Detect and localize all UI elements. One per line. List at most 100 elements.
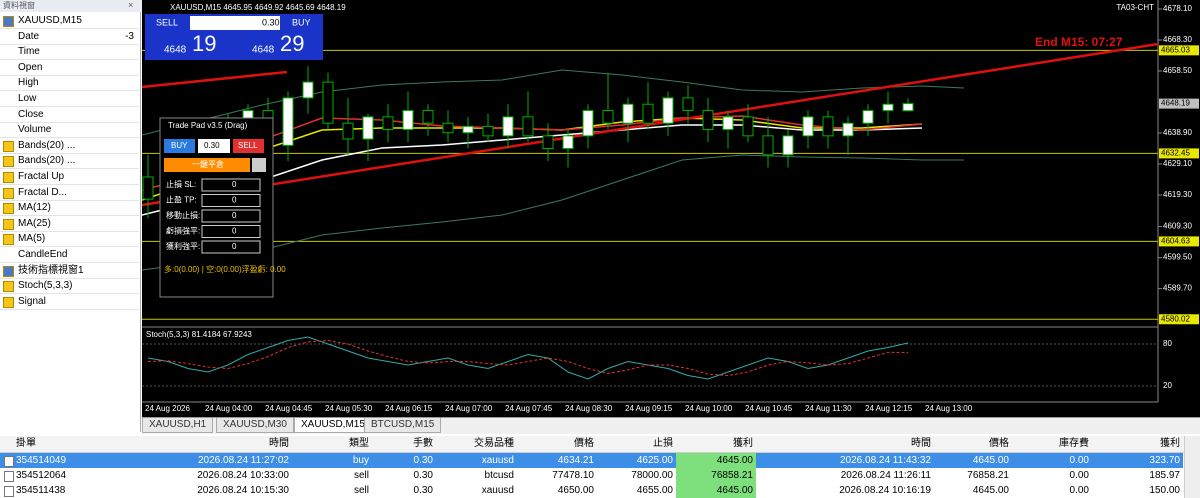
icon bbox=[3, 281, 14, 293]
pad-buy bbox=[164, 139, 195, 153]
cell: 354511438 bbox=[16, 485, 66, 496]
cell: 4625.00 bbox=[636, 455, 673, 466]
lots-box bbox=[190, 16, 280, 30]
brand: TA03-CHT bbox=[1116, 3, 1154, 12]
label: Stoch(5,3,3) bbox=[18, 280, 73, 292]
row-icon bbox=[4, 456, 14, 467]
pad-lots bbox=[198, 139, 230, 153]
label: Low bbox=[18, 93, 37, 104]
label: CandleEnd bbox=[18, 249, 68, 260]
sell-button: SELL bbox=[156, 17, 178, 27]
candle-body bbox=[522, 116, 534, 137]
cell: 150.00 bbox=[1149, 485, 1180, 496]
cell: 4645.00 bbox=[676, 483, 756, 498]
cell: 0.00 bbox=[1069, 485, 1089, 496]
column-header: 時間 bbox=[269, 438, 289, 449]
x-tick-label: 24 Aug 2026 bbox=[145, 404, 190, 413]
cell: 0.00 bbox=[1069, 470, 1089, 481]
label: MA(12) bbox=[18, 202, 51, 214]
cell: xauusd bbox=[481, 485, 514, 496]
candle-body bbox=[682, 97, 694, 112]
y-tick-label: 4629.10 bbox=[1163, 159, 1192, 168]
value: -3 bbox=[125, 30, 134, 42]
label: Bands(20) ... bbox=[18, 155, 76, 167]
column-header: 價格 bbox=[989, 438, 1009, 449]
tab[interactable]: XAUUSD,M15 bbox=[294, 418, 372, 433]
current-tag bbox=[1159, 98, 1199, 109]
order-row[interactable] bbox=[0, 453, 1183, 468]
label: Volume bbox=[18, 124, 52, 136]
candle-body bbox=[542, 135, 554, 149]
x-tick-label: 24 Aug 10:45 bbox=[745, 404, 793, 413]
candle-body bbox=[902, 103, 914, 112]
pad-field-box bbox=[201, 194, 261, 207]
x-tick-label: 24 Aug 12:15 bbox=[865, 404, 913, 413]
label: Fractal Up bbox=[18, 171, 65, 182]
candle-body bbox=[362, 116, 374, 140]
y-tick-label: 4609.30 bbox=[1163, 222, 1192, 231]
cell: xauusd bbox=[481, 455, 514, 466]
cell: 4650.00 bbox=[557, 485, 594, 496]
column-header: 獲利 bbox=[733, 438, 753, 449]
column-header: 類型 bbox=[349, 438, 369, 449]
candle-body bbox=[802, 116, 814, 137]
cell: 0.30 bbox=[413, 485, 433, 496]
pad-toggle bbox=[252, 158, 266, 172]
candle-body bbox=[142, 176, 154, 200]
tab[interactable]: BTCUSD,M15 bbox=[364, 418, 442, 433]
pad-field-box bbox=[201, 209, 261, 223]
candle-body bbox=[742, 116, 754, 137]
cell: 4655.00 bbox=[636, 485, 673, 496]
panel-title: 資料視窗 bbox=[0, 0, 142, 12]
tab[interactable]: XAUUSD,H1 bbox=[142, 418, 214, 433]
indicator-row: MA(5) bbox=[0, 231, 139, 248]
field-row: Low bbox=[0, 91, 139, 107]
subwindow-row: 技術指標視窗1 bbox=[0, 263, 139, 279]
indicator-row: CandleEnd bbox=[0, 247, 139, 263]
icon bbox=[3, 140, 14, 152]
label: High bbox=[18, 77, 39, 89]
tab[interactable]: XAUUSD,M30 bbox=[216, 418, 294, 433]
ask-small: 29 bbox=[280, 31, 304, 56]
level-tag bbox=[1159, 236, 1199, 247]
pad-field-label: 虧損強平: bbox=[166, 226, 200, 236]
band-line bbox=[142, 154, 964, 271]
pad-field-box bbox=[201, 225, 261, 238]
pad-sell bbox=[233, 139, 264, 153]
label: MA(25) bbox=[18, 217, 51, 229]
icon bbox=[3, 16, 14, 27]
cell: sell bbox=[353, 485, 369, 496]
cell: 2026.08.24 10:15:30 bbox=[197, 485, 289, 496]
cell: 76858.21 bbox=[967, 470, 1009, 481]
close-button[interactable]: × bbox=[128, 0, 134, 10]
chart-tabs: XAUUSD,H1 XAUUSD,M30 XAUUSD,M15 BTCUSD,M15 bbox=[142, 417, 1200, 434]
label: MA(5) bbox=[18, 233, 46, 245]
x-tick-label: 24 Aug 04:00 bbox=[205, 404, 253, 413]
indicator-row: MA(25) bbox=[0, 216, 139, 232]
cell: buy bbox=[352, 455, 369, 466]
cell: 4645.00 bbox=[972, 455, 1009, 466]
data-window: 資料視窗 × XAUUSD,M15 Date -3 Time Open High Low Cl… bbox=[0, 0, 142, 432]
candle-body bbox=[842, 122, 854, 137]
label: Open bbox=[18, 61, 43, 73]
buy-button: BUY bbox=[292, 17, 311, 27]
candle-body bbox=[562, 135, 574, 149]
indicator-row: MA(12) bbox=[0, 200, 139, 217]
column-header: 時間 bbox=[911, 438, 931, 449]
pad-buy-label: BUY bbox=[171, 141, 188, 150]
indicator-row: Fractal D... bbox=[0, 185, 139, 201]
column-header: 交易品種 bbox=[474, 438, 514, 449]
candle-body bbox=[882, 103, 894, 112]
indicator-row: Bands(20) ... bbox=[0, 138, 139, 154]
x-tick-label: 24 Aug 09:15 bbox=[625, 404, 673, 413]
cell: 4634.21 bbox=[557, 455, 594, 466]
x-tick-label: 24 Aug 11:30 bbox=[805, 404, 852, 413]
stoch-tick-label: 80 bbox=[1163, 339, 1172, 348]
x-tick-label: 24 Aug 06:15 bbox=[385, 404, 433, 413]
pad-field-value: 0 bbox=[232, 227, 237, 236]
pad-sell-label: SELL bbox=[238, 141, 258, 150]
level-label: 4604.63 bbox=[1161, 237, 1190, 246]
icon bbox=[3, 172, 14, 183]
label: 技術指標視窗1 bbox=[18, 264, 84, 276]
